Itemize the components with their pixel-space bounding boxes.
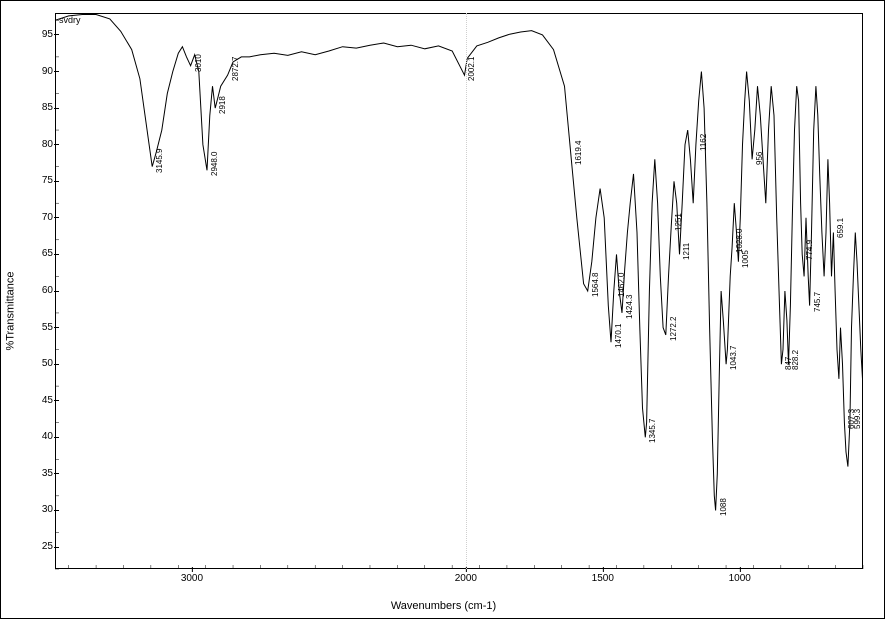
y-tick: 80 <box>19 139 53 150</box>
y-tick: 25 <box>19 541 53 552</box>
y-tick: 60 <box>19 285 53 296</box>
x-tick: 2000 <box>455 573 477 584</box>
peak-label: 1043.7 <box>729 346 738 370</box>
x-tick: 3000 <box>181 573 203 584</box>
y-tick: 50 <box>19 358 53 369</box>
peak-label: 2918 <box>218 96 227 114</box>
x-tick: 1000 <box>729 573 751 584</box>
peak-label: 1564.8 <box>591 273 600 297</box>
gridline <box>466 13 467 569</box>
y-tick: 85 <box>19 102 53 113</box>
peak-label: 659.1 <box>836 218 845 238</box>
peak-label: 1424.3 <box>625 294 634 318</box>
peak-label: 3010 <box>194 54 203 72</box>
figure-frame: %Transmittance Wavenumbers (cm-1) svdry … <box>0 0 885 619</box>
spectrum-svg <box>1 1 885 620</box>
peak-label: 1162 <box>699 133 708 150</box>
peak-label: 1211 <box>682 243 691 260</box>
y-tick: 70 <box>19 212 53 223</box>
y-tick: 55 <box>19 322 53 333</box>
x-tick: 1500 <box>592 573 614 584</box>
peak-label: 1345.7 <box>648 419 657 443</box>
peak-label: 1619.4 <box>574 141 583 165</box>
peak-label: 828.2 <box>791 350 800 370</box>
y-tick: 75 <box>19 175 53 186</box>
y-tick: 90 <box>19 66 53 77</box>
peak-label: 1005 <box>741 250 750 268</box>
peak-label: 2002.1 <box>467 57 476 81</box>
peak-label: 774.9 <box>805 240 814 260</box>
peak-label: 745.7 <box>813 292 822 312</box>
y-tick: 95 <box>19 29 53 40</box>
peak-label: 1088 <box>719 499 728 517</box>
y-tick: 65 <box>19 248 53 259</box>
peak-label: 599.3 <box>853 409 862 429</box>
y-tick: 35 <box>19 468 53 479</box>
y-tick: 40 <box>19 431 53 442</box>
y-tick: 45 <box>19 395 53 406</box>
peak-label: 2948.0 <box>210 152 219 176</box>
peak-label: 1251 <box>674 213 683 231</box>
peak-label: 956 <box>755 152 764 165</box>
peak-label: 2872.7 <box>231 57 240 81</box>
peak-label: 1462.0 <box>617 273 626 297</box>
peak-label: 1272.2 <box>669 316 678 340</box>
peak-label: 3145.9 <box>155 148 164 172</box>
y-tick: 30 <box>19 504 53 515</box>
peak-label: 1470.1 <box>614 324 623 348</box>
